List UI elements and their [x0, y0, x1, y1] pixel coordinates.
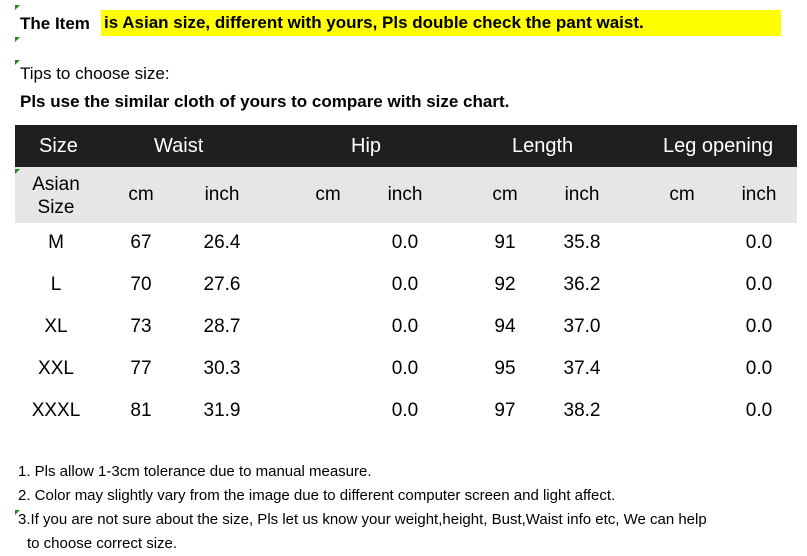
waist-cm-cell: 70 — [130, 274, 152, 295]
hip-inch-cell: 0.0 — [391, 400, 419, 421]
unit-leg-cm: cm — [669, 184, 695, 205]
instruction-text: Pls use the similar cloth of yours to co… — [20, 92, 510, 111]
corner-mark-icon — [15, 510, 20, 515]
waist-cm-cell: 77 — [130, 358, 152, 379]
length-inch-cell: 35.8 — [563, 232, 601, 253]
waist-cm-cell: 81 — [130, 400, 152, 421]
length-inch-cell: 37.0 — [563, 316, 601, 337]
length-inch-cell: 38.2 — [563, 400, 601, 421]
corner-mark-icon — [15, 60, 20, 65]
waist-inch-cell: 28.7 — [203, 316, 241, 337]
unit-waist-inch: inch — [204, 184, 240, 205]
tips-label: Tips to choose size: — [20, 64, 170, 83]
note-1: 1. Pls allow 1-3cm tolerance due to manu… — [18, 463, 372, 480]
hip-inch-cell: 0.0 — [391, 358, 419, 379]
unit-waist-cm: cm — [128, 184, 154, 205]
note-2: 2. Color may slightly vary from the imag… — [18, 487, 616, 504]
waist-inch-cell: 26.4 — [203, 232, 241, 253]
size-cell: L — [50, 274, 62, 295]
waist-inch-cell: 27.6 — [203, 274, 241, 295]
waist-cm-cell: 73 — [130, 316, 152, 337]
hip-inch-cell: 0.0 — [391, 232, 419, 253]
length-cm-cell: 97 — [494, 400, 516, 421]
size-table-units-row: Asian Size cm inch cm inch cm inch cm in… — [15, 167, 797, 223]
table-row: XXL 77 30.3 0.0 95 37.4 0.0 — [15, 349, 797, 391]
note-3-continued: to choose correct size. — [27, 535, 178, 552]
header-length: Length — [512, 135, 574, 157]
leg-inch-cell: 0.0 — [745, 316, 773, 337]
leg-inch-cell: 0.0 — [745, 400, 773, 421]
header-hip: Hip — [351, 135, 382, 157]
length-inch-cell: 36.2 — [563, 274, 601, 295]
header-waist: Waist — [154, 135, 204, 157]
waist-cm-cell: 67 — [130, 232, 152, 253]
size-cell: XXL — [38, 358, 74, 379]
table-row: XL 73 28.7 0.0 94 37.0 0.0 — [15, 307, 797, 349]
leg-inch-cell: 0.0 — [745, 232, 773, 253]
size-cell: M — [48, 232, 64, 253]
table-row: M 67 26.4 0.0 91 35.8 0.0 — [15, 223, 797, 265]
waist-inch-cell: 31.9 — [203, 400, 241, 421]
note-3: 3.If you are not sure about the size, Pl… — [15, 508, 707, 532]
leg-inch-cell: 0.0 — [745, 274, 773, 295]
length-cm-cell: 91 — [494, 232, 516, 253]
corner-mark-icon — [15, 37, 20, 42]
unit-hip-cm: cm — [315, 184, 341, 205]
unit-leg-inch: inch — [741, 184, 777, 205]
length-cm-cell: 94 — [494, 316, 516, 337]
unit-length-inch: inch — [564, 184, 600, 205]
table-row: L 70 27.6 0.0 92 36.2 0.0 — [15, 265, 797, 307]
asian-size-label: Asian Size — [32, 174, 80, 218]
hip-inch-cell: 0.0 — [391, 316, 419, 337]
length-inch-cell: 37.4 — [563, 358, 601, 379]
corner-mark-icon — [15, 169, 20, 174]
notice-highlight: is Asian size, different with yours, Pls… — [101, 10, 781, 36]
header-size: Size — [39, 135, 78, 157]
unit-hip-inch: inch — [387, 184, 423, 205]
unit-length-cm: cm — [492, 184, 518, 205]
length-cm-cell: 95 — [494, 358, 516, 379]
size-cell: XXXL — [31, 400, 81, 421]
size-notes: 1. Pls allow 1-3cm tolerance due to manu… — [15, 460, 707, 556]
leg-inch-cell: 0.0 — [745, 358, 773, 379]
length-cm-cell: 92 — [494, 274, 516, 295]
table-row: XXXL 81 31.9 0.0 97 38.2 0.0 — [15, 391, 797, 433]
waist-inch-cell: 30.3 — [203, 358, 241, 379]
corner-mark-icon — [15, 5, 20, 10]
hip-inch-cell: 0.0 — [391, 274, 419, 295]
size-cell: XL — [44, 316, 68, 337]
size-table-header: Size Waist Hip Length Leg opening — [15, 125, 797, 167]
header-leg-opening: Leg opening — [663, 135, 774, 157]
notice-lead: The Item — [20, 14, 90, 33]
